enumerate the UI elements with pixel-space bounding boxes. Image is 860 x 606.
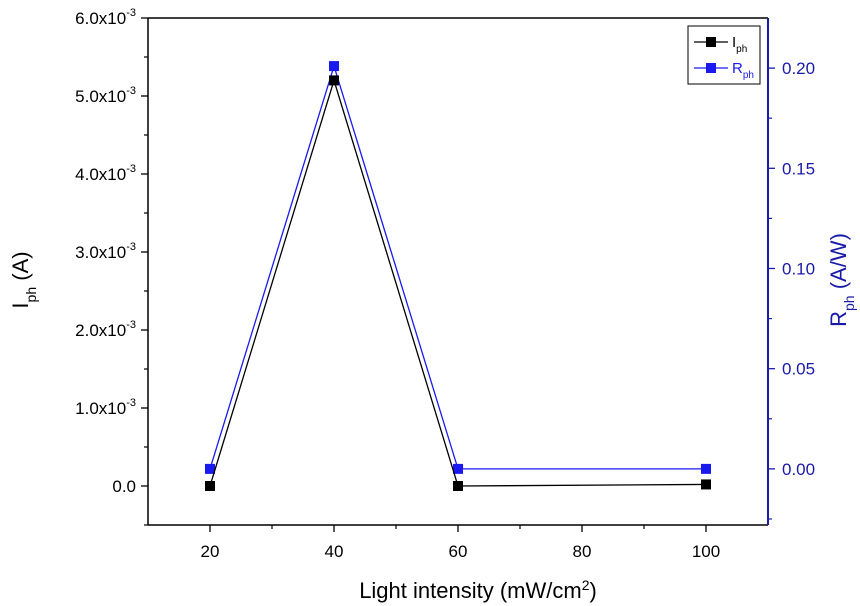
y-right-tick-label: 0.05 xyxy=(782,360,815,379)
x-tick-label: 20 xyxy=(201,542,220,561)
series-point-rph xyxy=(701,463,711,474)
y-axis-right-title: Rph (A/W) xyxy=(826,233,857,327)
y-axis-left: 0.0 1.0x10-3 2.0x10-3 3.0x10-3 4.0x10-3 5.0x1… xyxy=(75,7,148,526)
series-point-rph xyxy=(205,463,215,474)
series-point-iph xyxy=(453,481,463,491)
legend-label: Rph xyxy=(732,60,754,81)
y-axis-left-title: Iph (A) xyxy=(8,251,39,308)
x-tick-label: 80 xyxy=(573,542,592,561)
plot-frame xyxy=(147,17,769,526)
y-left-tick-label: 5.0x10-3 xyxy=(75,85,136,106)
x-tick-label: 40 xyxy=(325,542,344,561)
y-left-tick-label: 6.0x10-3 xyxy=(75,7,136,28)
legend-marker xyxy=(706,37,716,47)
series-point-iph xyxy=(205,481,215,491)
x-tick-label: 60 xyxy=(449,542,468,561)
y-right-tick-label: 0.00 xyxy=(782,460,815,479)
x-axis: 20 40 60 80 100 xyxy=(201,525,720,561)
legend: Iph Rph xyxy=(687,25,761,85)
series-layer xyxy=(205,61,711,491)
series-line-rph xyxy=(209,63,706,470)
y-right-tick-label: 0.15 xyxy=(782,159,815,178)
y-left-tick-label: 3.0x10-3 xyxy=(75,241,136,262)
y-left-tick-label: 4.0x10-3 xyxy=(75,163,136,184)
series-point-rph xyxy=(453,463,463,474)
x-tick-label: 100 xyxy=(692,542,720,561)
legend-label: Iph xyxy=(732,34,747,55)
legend-box xyxy=(687,25,761,85)
y-right-tick-label: 0.10 xyxy=(782,259,815,278)
legend-marker xyxy=(706,63,716,73)
x-axis-title: Light intensity (mW/cm2) xyxy=(359,577,597,603)
series-point-iph xyxy=(329,75,339,86)
series-point-rph xyxy=(329,61,339,72)
y-left-tick-label: 2.0x10-3 xyxy=(75,319,136,340)
y-right-tick-label: 0.20 xyxy=(782,59,815,78)
series-point-iph xyxy=(701,479,711,490)
y-left-tick-label: 0.0 xyxy=(112,477,136,496)
series-line-iph xyxy=(209,78,707,487)
y-left-tick-label: 1.0x10-3 xyxy=(75,397,136,418)
y-axis-right: 0.00 0.05 0.10 0.15 0.20 xyxy=(768,59,815,520)
